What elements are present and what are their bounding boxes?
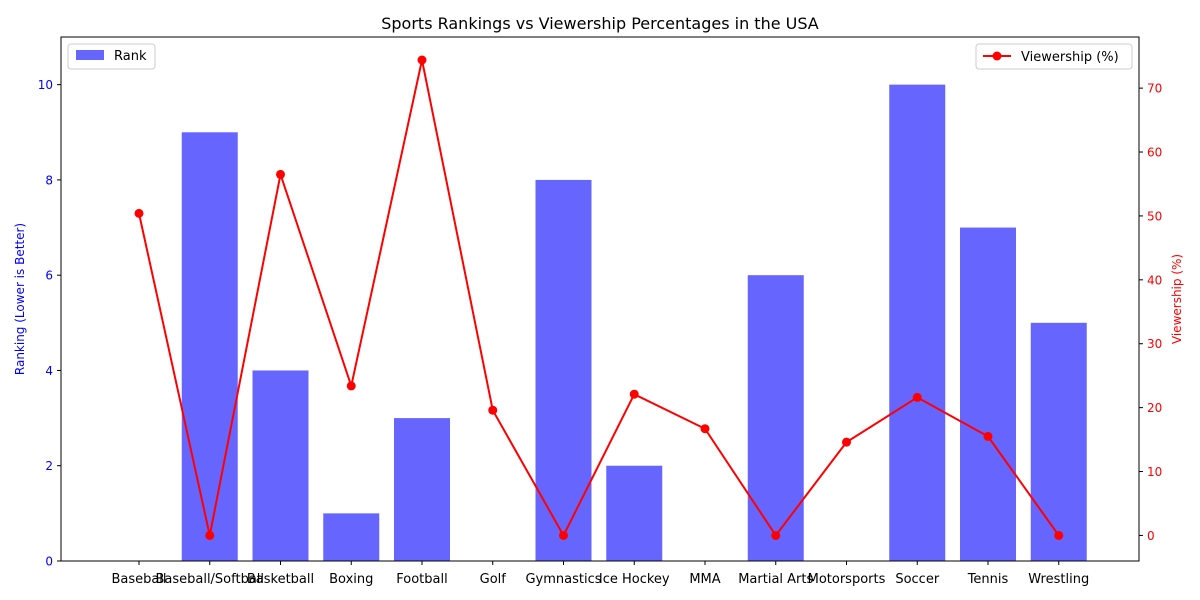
x-tick-label: Tennis [967,572,1009,587]
right-tick-label: 50 [1147,209,1162,223]
plot-frame [60,36,1140,562]
viewership-point [771,530,781,540]
viewership-point [346,381,356,391]
x-tick-label: Soccer [895,572,939,587]
left-tick-label: 10 [38,78,53,92]
rank-bar [747,275,804,561]
left-tick-label: 4 [45,364,53,378]
x-tick-label: Basketball [247,572,314,587]
rank-bar [960,227,1016,561]
rank-bars [181,84,1087,562]
legend-rank-swatch [76,50,104,60]
x-tick-label: MMA [689,572,720,587]
viewership-point [1054,530,1064,540]
right-tick-label: 60 [1147,146,1162,160]
left-tick-label: 0 [45,555,53,569]
viewership-point [912,392,922,402]
viewership-point [842,437,851,447]
right-y-axis: 0 10 20 30 40 50 60 70 [1139,82,1162,543]
viewership-point [629,389,639,399]
right-axis-label: Viewership (%) [1170,254,1184,344]
rank-bar [1030,322,1087,561]
chart-title: Sports Rankings vs Viewership Percentage… [381,14,819,33]
rank-bar [606,465,663,561]
viewership-point [488,405,498,415]
x-tick-label: Martial Arts [738,572,813,587]
x-tick-label: Golf [480,572,507,587]
viewership-point [134,208,144,218]
legend-viewership-marker-icon [992,51,1002,61]
viewership-line-series [134,55,1064,540]
right-tick-label: 40 [1147,273,1162,287]
legend-viewership: Viewership (%) [975,43,1133,70]
viewership-point [417,55,427,65]
legend-rank-label: Rank [114,49,147,64]
x-tick-label: Boxing [329,572,373,587]
x-tick-label: Football [396,572,447,587]
legend-viewership-label: Viewership (%) [1021,50,1119,65]
left-y-axis: 0 2 4 6 8 10 [38,78,61,569]
left-tick-label: 8 [45,173,53,187]
legend-rank: Rank [67,43,156,70]
right-tick-label: 10 [1147,465,1162,479]
rank-bar [252,370,309,561]
viewership-line [138,59,1060,538]
left-tick-label: 2 [45,459,53,473]
rank-bar [181,132,238,562]
viewership-point [276,169,285,179]
x-tick-label: Ice Hockey [599,572,670,587]
right-tick-label: 70 [1147,82,1162,96]
viewership-point [983,431,993,441]
viewership-point [700,424,710,434]
left-axis-label: Ranking (Lower is Better) [13,223,27,375]
x-tick-label: Baseball/Softball [155,572,264,587]
x-tick-label: Baseball [111,572,166,587]
x-tick-label: Wrestling [1028,572,1089,587]
viewership-point [205,530,215,540]
x-tick-label: Motorsports [808,572,886,587]
rank-bar [889,84,946,562]
right-tick-label: 20 [1147,401,1162,415]
x-tick-label: Gymnastics [525,572,601,587]
rank-bar [394,418,450,561]
right-tick-label: 0 [1147,529,1155,543]
rank-bar [535,179,592,561]
right-tick-label: 30 [1147,337,1162,351]
rank-bar [323,513,380,561]
left-tick-label: 6 [45,269,53,283]
viewership-point [559,530,568,540]
